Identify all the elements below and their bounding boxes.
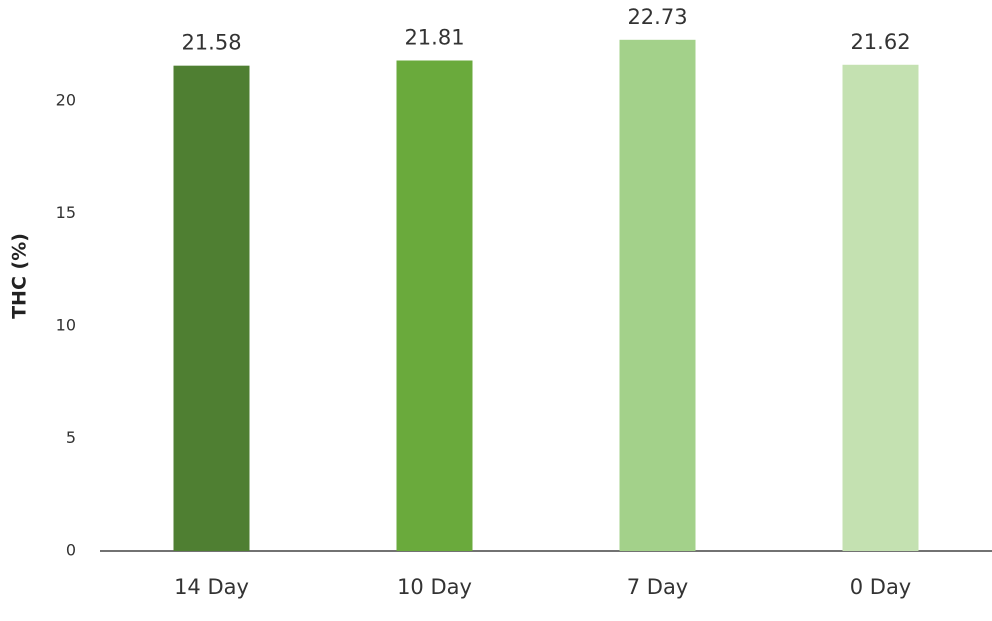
value-label: 21.58	[181, 31, 241, 55]
bar	[842, 64, 919, 551]
x-tick-label: 14 Day	[174, 575, 249, 599]
x-tick-label: 7 Day	[627, 575, 689, 599]
y-tick-label: 0	[66, 541, 76, 560]
x-tick-label: 0 Day	[850, 575, 912, 599]
y-tick-label: 15	[56, 203, 76, 222]
value-label: 21.81	[404, 25, 464, 49]
x-tick-label: 10 Day	[397, 575, 472, 599]
y-tick-label: 10	[56, 316, 76, 335]
y-axis-title: THC (%)	[9, 233, 31, 319]
value-label: 22.73	[627, 5, 687, 29]
bar	[396, 60, 473, 551]
bar	[619, 39, 696, 551]
y-tick-label: 20	[56, 91, 76, 110]
bar	[173, 65, 250, 552]
y-tick-label: 5	[66, 428, 76, 447]
value-label: 21.62	[850, 30, 910, 54]
